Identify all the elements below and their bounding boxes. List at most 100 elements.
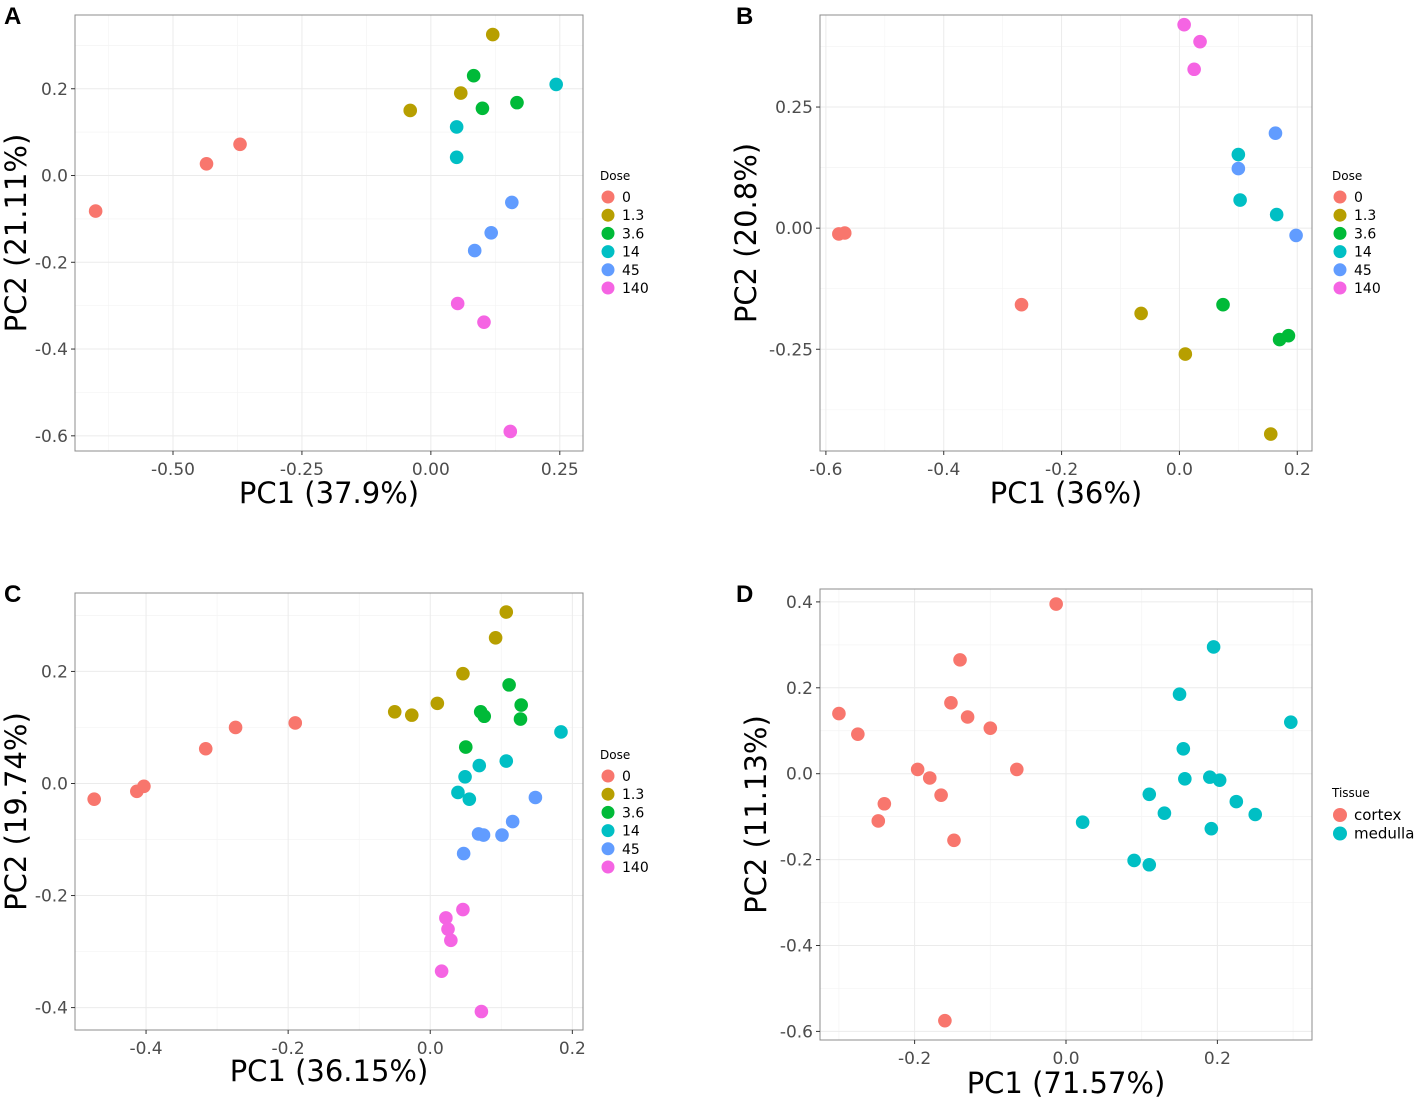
y-tick-label: -0.4	[35, 999, 68, 1019]
data-point	[1178, 347, 1193, 361]
legend-key	[601, 824, 615, 838]
data-point	[466, 68, 481, 83]
data-point	[485, 27, 500, 42]
legend-title: Dose	[600, 169, 630, 183]
data-point	[1075, 815, 1090, 830]
panel-letter: B	[736, 3, 753, 30]
data-point	[451, 785, 465, 800]
data-point	[1268, 126, 1283, 141]
x-tick-label: -0.2	[898, 1049, 931, 1069]
legend-label: 3.6	[622, 805, 644, 821]
legend-label: 1.3	[622, 787, 644, 803]
data-point	[1281, 328, 1296, 343]
x-tick-label: 0.0	[1052, 1049, 1079, 1069]
data-point	[476, 828, 491, 842]
y-tick-label: -0.6	[35, 427, 68, 447]
data-point	[944, 696, 958, 710]
panel-a: -0.50 -0.25 0.00 0.25 0.2 0.0 -0.2 -0.4 -0.6 PC1 …	[0, 3, 649, 510]
legend-label: 140	[1354, 281, 1381, 297]
legend-key	[601, 281, 615, 295]
legend-label: cortex	[1354, 806, 1401, 824]
data-point	[474, 1004, 489, 1019]
y-tick-label: 0.25	[775, 98, 813, 118]
data-point	[502, 678, 516, 692]
x-axis-title: PC1 (37.9%)	[239, 476, 419, 510]
data-point	[1177, 17, 1191, 32]
data-point	[528, 790, 543, 805]
data-point	[88, 204, 103, 218]
y-axis-title: PC2 (11.13%)	[739, 715, 773, 914]
legend-label: 0	[622, 769, 631, 785]
data-point	[404, 708, 419, 722]
data-point	[934, 788, 948, 802]
legend-key	[601, 805, 615, 819]
data-point	[288, 716, 303, 730]
legend-label: 45	[622, 842, 640, 858]
x-tick-label: -0.25	[280, 460, 324, 480]
panel-b: -0.6 -0.4 -0.2 0.0 0.2 0.25 0.00 -0.25 PC1 (36%)…	[729, 3, 1381, 510]
y-axis-title: PC2 (21.11%)	[0, 134, 33, 333]
data-point	[505, 195, 519, 210]
y-tick-label: 0.2	[41, 662, 68, 682]
legend-key	[601, 842, 615, 856]
data-point	[403, 103, 418, 118]
data-point	[1157, 806, 1172, 821]
legend-label: 14	[622, 245, 640, 261]
data-point	[877, 796, 892, 811]
legend-label: 14	[622, 824, 640, 840]
x-tick-label: 0.0	[417, 1039, 444, 1059]
data-point	[477, 315, 491, 329]
data-point	[514, 698, 528, 712]
data-point	[1193, 34, 1207, 49]
data-point	[910, 762, 925, 777]
data-point	[499, 605, 514, 619]
data-point	[430, 696, 445, 711]
legend-label: 3.6	[1354, 226, 1376, 242]
y-tick-label: -0.25	[769, 340, 813, 360]
data-point	[947, 833, 961, 848]
legend-key	[601, 860, 615, 874]
legend-label: 0	[622, 190, 631, 206]
data-point	[1233, 193, 1247, 207]
legend-key	[1333, 245, 1347, 259]
data-point	[137, 779, 151, 794]
legend-key	[601, 263, 615, 277]
data-point	[387, 704, 402, 719]
legend-key	[601, 208, 615, 222]
plot-frame	[74, 592, 584, 1031]
data-point	[439, 911, 453, 925]
legend-label: 1.3	[622, 208, 644, 224]
data-point	[1231, 147, 1246, 162]
legend-key	[601, 769, 615, 783]
data-point	[441, 922, 455, 936]
data-point	[453, 86, 468, 100]
data-point	[1229, 794, 1244, 809]
data-point	[1284, 715, 1298, 729]
data-point	[484, 225, 498, 240]
y-tick-label: 0.00	[775, 219, 813, 239]
data-point	[495, 828, 509, 842]
data-point	[871, 814, 886, 828]
data-point	[450, 296, 465, 311]
y-tick-label: 0.0	[41, 774, 68, 794]
data-point	[444, 933, 458, 948]
data-point	[198, 741, 213, 756]
y-tick-label: 0.2	[41, 80, 68, 100]
data-point	[228, 720, 243, 735]
y-tick-label: 0.0	[786, 765, 813, 785]
data-point	[456, 846, 471, 861]
legend-key	[1333, 263, 1347, 277]
data-point	[1212, 773, 1227, 787]
data-point	[434, 964, 449, 978]
x-tick-label: 0.0	[1166, 460, 1193, 480]
data-point	[1172, 687, 1187, 702]
x-tick-label: 0.25	[541, 460, 579, 480]
legend-label: 3.6	[622, 226, 644, 242]
legend-title: Dose	[1332, 169, 1362, 183]
data-point	[1269, 207, 1284, 222]
data-point	[1187, 62, 1201, 77]
data-point	[1248, 807, 1263, 822]
data-point	[1178, 772, 1192, 786]
data-point	[832, 706, 846, 721]
